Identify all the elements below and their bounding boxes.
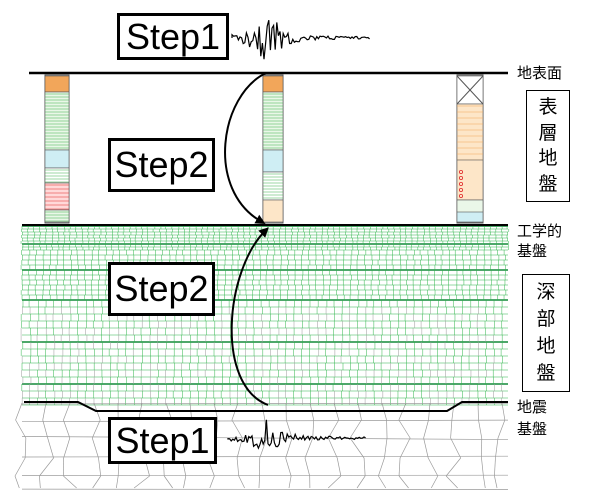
- surface-ground-char-2: 層: [538, 124, 557, 143]
- seismic-bedrock-mesh: [15, 403, 508, 489]
- engineering-bedrock-label-2: 基盤: [517, 242, 547, 261]
- step2-upper-label: Step2: [108, 138, 215, 192]
- deep-ground-char-3: 地: [536, 337, 555, 356]
- upper-propagation-arrow: [225, 73, 266, 222]
- ground-surface-label: 地表面: [517, 64, 562, 83]
- soil-column-right: [457, 75, 483, 223]
- surface-ground-label: 表 層 地 盤: [526, 90, 570, 202]
- surface-ground-char-4: 盤: [538, 175, 557, 194]
- step1-bottom-label: Step1: [108, 417, 217, 464]
- step1-top-label: Step1: [117, 13, 229, 60]
- lower-propagation-arrow: [232, 230, 268, 405]
- seismic-bedrock-label-2: 基盤: [517, 420, 547, 439]
- deep-ground-mesh: [21, 226, 509, 405]
- surface-ground-char-3: 地: [538, 149, 557, 168]
- seismic-bedrock-label-1: 地震: [517, 398, 547, 417]
- soil-column-center: [263, 75, 283, 223]
- step2-lower-label: Step2: [108, 262, 215, 316]
- bedrock-waveform: [228, 420, 366, 448]
- engineering-bedrock-label-1: 工学的: [517, 222, 562, 241]
- deep-ground-char-1: 深: [536, 283, 555, 302]
- deep-ground-label: 深 部 地 盤: [522, 274, 570, 392]
- deep-ground-char-2: 部: [536, 310, 555, 329]
- soil-column-left: [45, 75, 69, 223]
- surface-ground-char-1: 表: [538, 98, 557, 117]
- deep-ground-char-4: 盤: [536, 364, 555, 383]
- surface-waveform: [232, 20, 370, 59]
